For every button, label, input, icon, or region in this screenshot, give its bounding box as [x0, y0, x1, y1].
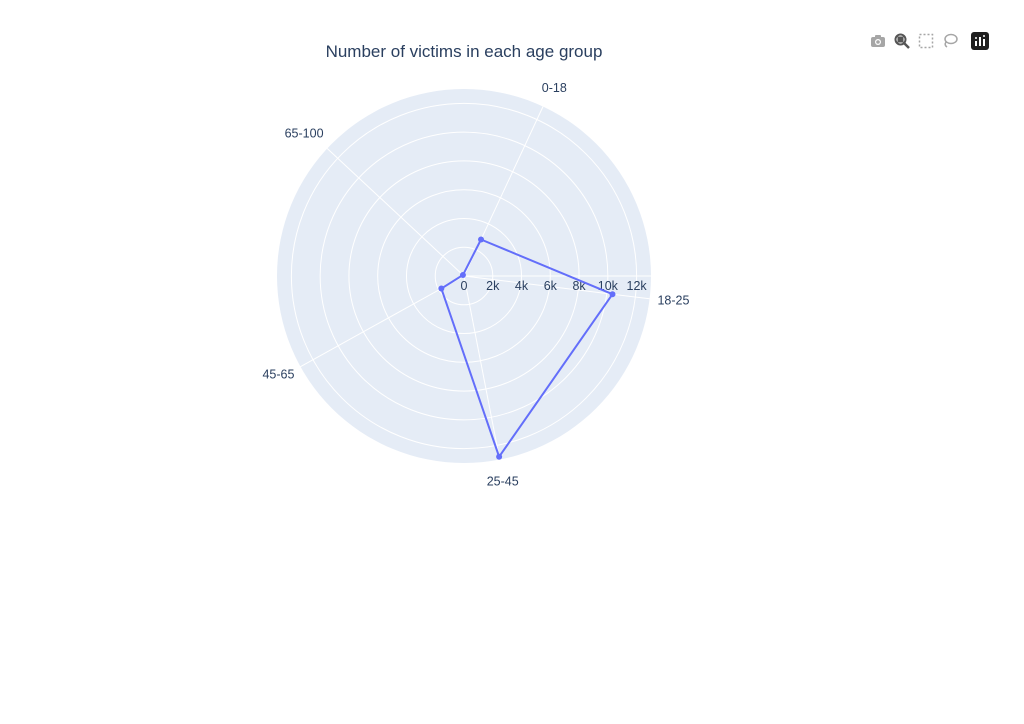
radial-tick-label: 4k	[515, 279, 529, 293]
category-label: 65-100	[285, 127, 324, 141]
radial-tick-labels: 0 2k 4k 6k 8k 10k 12k	[461, 279, 648, 293]
radial-tick-label: 2k	[486, 279, 500, 293]
zoom-icon[interactable]	[890, 30, 914, 52]
data-point[interactable]	[609, 291, 616, 298]
grid-spoke	[463, 275, 650, 300]
radial-tick-label: 6k	[544, 279, 558, 293]
modebar	[866, 30, 992, 52]
camera-icon[interactable]	[866, 30, 890, 52]
data-point[interactable]	[496, 453, 503, 460]
series-markers	[438, 236, 616, 460]
data-point[interactable]	[459, 272, 466, 279]
plotly-logo-icon[interactable]	[968, 30, 992, 52]
radial-tick-label: 12k	[627, 279, 648, 293]
grid-spoke	[300, 275, 465, 368]
category-label: 45-65	[262, 367, 294, 381]
category-label: 0-18	[542, 81, 567, 95]
grid-spoke	[326, 148, 465, 277]
box-select-icon[interactable]	[914, 30, 938, 52]
series-line	[440, 238, 614, 458]
angular-tick-labels: 0-18 18-25 25-45 45-65 65-100	[262, 81, 689, 488]
category-label: 25-45	[487, 474, 519, 488]
radial-tick-label: 0	[461, 279, 468, 293]
data-point[interactable]	[478, 236, 485, 243]
data-point[interactable]	[438, 285, 445, 292]
chart-title: Number of victims in each age group	[325, 42, 603, 61]
grid-spoke	[463, 275, 501, 460]
lasso-icon[interactable]	[938, 30, 962, 52]
radial-tick-label: 10k	[598, 279, 619, 293]
category-label: 18-25	[657, 294, 689, 308]
